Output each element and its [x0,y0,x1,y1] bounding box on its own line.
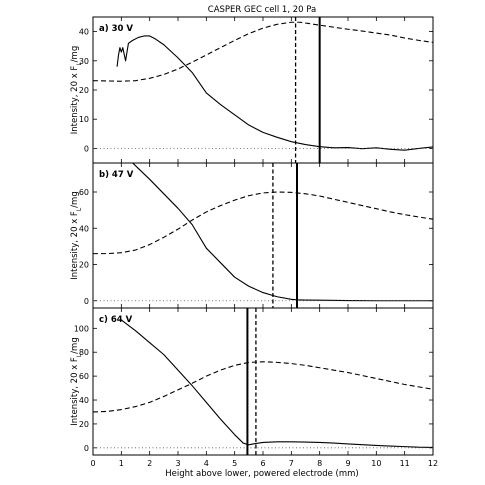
panel-label: a) 30 V [99,24,133,34]
x-tick-label: 2 [147,459,152,468]
y-tick-label: 0 [84,444,89,453]
y-tick-label: 80 [79,348,89,357]
panel-1: 0 10 20 30 40 a) 30 V Intensity, 20 x FL/mg [70,16,434,164]
panel-label: c) 64 V [99,315,133,325]
y-tick-label: 100 [74,324,89,333]
y-tick-label: 20 [79,261,89,270]
plot-frame [92,307,434,456]
y-tick-label: 40 [79,28,89,37]
series-dashed-line [93,191,433,255]
y-tick-label: 40 [79,224,89,233]
series-solid-line [132,163,433,302]
x-tick-label: 5 [232,459,237,468]
y-tick-label: 60 [79,372,89,381]
x-tick-label: 8 [317,459,322,468]
plot-frame [92,16,434,164]
x-tick-label: 0 [90,459,95,468]
x-tick-label: 10 [371,459,381,468]
x-tick-label: 4 [204,459,209,468]
plot-frame [92,162,434,309]
y-axis-title: Intensity, 20 x FL/mg [70,191,83,279]
x-tick-label: 11 [400,459,410,468]
panel-2: 0 20 40 60 b) 47 V Intensity, 20 x FL/mg [70,162,434,309]
y-tick-label: 0 [84,297,89,306]
y-tick-label: 0 [84,144,89,153]
figure-title: CASPER GEC cell 1, 20 Pa [208,5,316,15]
x-tick-label: 6 [260,459,265,468]
y-axis-title: Intensity, 20 x FL/mg [70,337,83,425]
series-group [93,308,433,455]
x-tick-label: 7 [289,459,294,468]
series-group [93,163,433,308]
x-tick-label: 1 [119,459,124,468]
y-tick-label: 20 [79,86,89,95]
series-solid-line [116,35,433,151]
y-tick-label: 10 [79,115,89,124]
x-tick-label: 9 [345,459,350,468]
y-tick-label: 40 [79,396,89,405]
series-solid-line [120,319,433,449]
panel-label: b) 47 V [99,170,134,180]
series-dashed-line [93,21,433,82]
y-tick-label: 30 [79,57,89,66]
series-group [93,17,433,163]
y-axis-title: Intensity, 20 x FL/mg [70,46,83,134]
x-axis-title: Height above lower, powered electrode (m… [165,469,358,479]
x-tick-label: 3 [175,459,180,468]
y-tick-label: 20 [79,420,89,429]
series-dashed-line [93,361,433,413]
y-tick-label: 60 [79,188,89,197]
x-tick-label: 12 [428,459,438,468]
